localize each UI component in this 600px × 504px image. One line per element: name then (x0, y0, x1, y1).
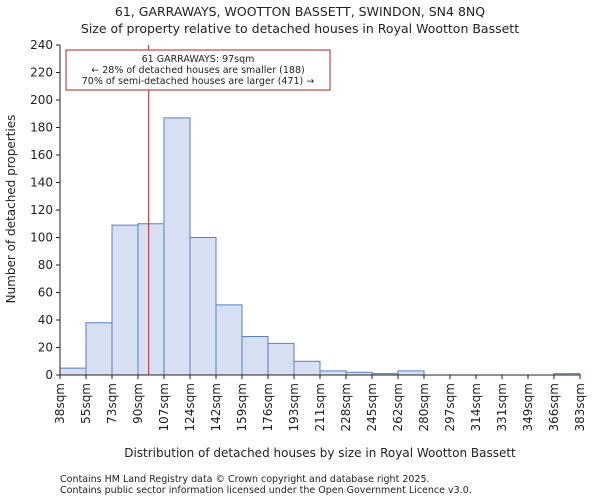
bar-124sqm[interactable] (189, 237, 217, 376)
bar-107sqm[interactable] (163, 117, 191, 376)
x-tick-label: 297sqm (443, 383, 457, 431)
x-tick-label: 349sqm (521, 383, 535, 431)
footer-line-2: Contains public sector information licen… (60, 485, 472, 496)
bar-159sqm[interactable] (241, 336, 269, 376)
x-tick-label: 159sqm (235, 383, 249, 431)
x-tick-label: 38sqm (53, 383, 67, 424)
y-tick-label: 60 (38, 286, 53, 300)
marker-layer: 61 GARRAWAYS: 97sqm← 28% of detached hou… (65, 45, 331, 375)
x-tick-label: 228sqm (339, 383, 353, 431)
annotation-line: 70% of semi-detached houses are larger (… (82, 76, 315, 87)
x-tick-label: 55sqm (79, 383, 93, 424)
y-tick-label: 240 (30, 38, 53, 52)
y-tick-label: 180 (30, 121, 53, 135)
x-tick-label: 366sqm (547, 383, 561, 431)
axes-layer: 0 20 40 60 80 100 120 140 160 180 200 220 240 38sqm 55… (30, 38, 587, 431)
x-tick-label: 262sqm (391, 383, 405, 431)
y-tick-label: 80 (38, 258, 53, 272)
x-tick-label: 314sqm (469, 383, 483, 431)
y-tick-label: 20 (38, 341, 53, 355)
annotation-line: 61 GARRAWAYS: 97sqm (142, 54, 255, 65)
bar-176sqm[interactable] (267, 342, 295, 376)
chart-subtitle: Size of property relative to detached ho… (81, 21, 519, 36)
x-tick-label: 193sqm (287, 383, 301, 431)
x-tick-label: 383sqm (573, 383, 587, 431)
y-tick-label: 220 (30, 66, 53, 80)
x-tick-label: 211sqm (313, 383, 327, 431)
bars-layer (59, 117, 581, 376)
bar-193sqm[interactable] (293, 360, 321, 376)
x-tick-label: 142sqm (209, 383, 223, 431)
y-tick-label: 0 (45, 368, 53, 382)
bar-55sqm[interactable] (85, 322, 113, 376)
x-tick-label: 73sqm (105, 383, 119, 424)
y-tick-label: 200 (30, 93, 53, 107)
y-tick-label: 40 (38, 313, 53, 327)
x-axis-label: Distribution of detached houses by size … (124, 446, 516, 460)
x-tick-label: 124sqm (183, 383, 197, 431)
x-tick-label: 90sqm (131, 383, 145, 424)
x-tick-label: 107sqm (157, 383, 171, 431)
y-tick-label: 140 (30, 176, 53, 190)
chart-title: 61, GARRAWAYS, WOOTTON BASSETT, SWINDON,… (115, 4, 485, 19)
bar-73sqm[interactable] (111, 224, 139, 376)
y-axis-label: Number of detached properties (4, 115, 18, 304)
bar-142sqm[interactable] (215, 304, 243, 376)
bar-90sqm[interactable] (137, 223, 165, 376)
bar-211sqm[interactable] (319, 370, 347, 376)
bar-262sqm[interactable] (397, 370, 425, 376)
bar-38sqm[interactable] (59, 367, 87, 376)
x-tick-label: 245sqm (365, 383, 379, 431)
y-tick-label: 160 (30, 148, 53, 162)
y-tick-label: 100 (30, 231, 53, 245)
annotation-line: ← 28% of detached houses are smaller (18… (91, 65, 304, 76)
x-tick-label: 331sqm (495, 383, 509, 431)
x-tick-label: 280sqm (417, 383, 431, 431)
x-tick-label: 176sqm (261, 383, 275, 431)
y-tick-label: 120 (30, 203, 53, 217)
footer-line-1: Contains HM Land Registry data © Crown c… (60, 474, 430, 485)
annotation-box (65, 49, 331, 91)
